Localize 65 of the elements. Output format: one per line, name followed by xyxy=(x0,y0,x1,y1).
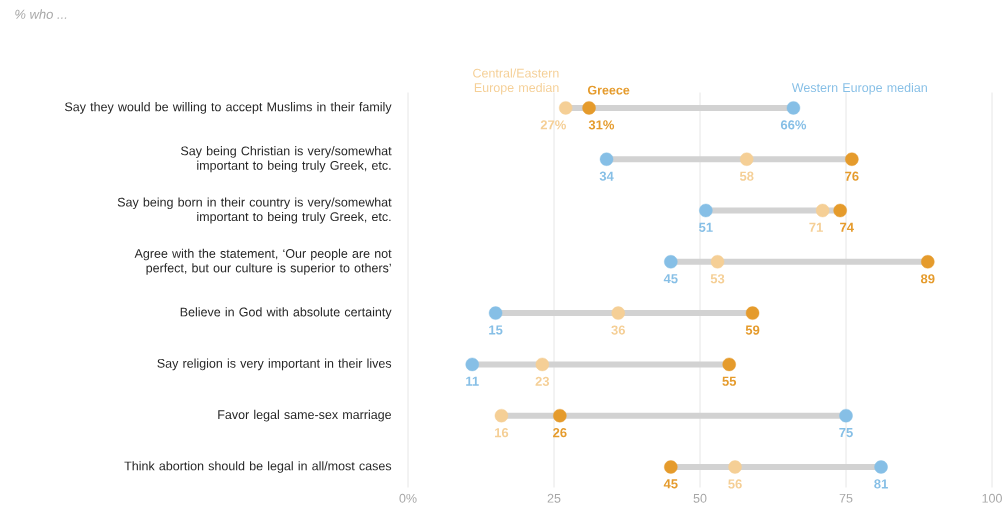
y-tick-label: Say being Christian is very/somewhat important to being truly Greek, etc. xyxy=(181,146,392,173)
series-label: Central/Eastern Europe median xyxy=(473,68,559,95)
data-label: 34 xyxy=(599,171,614,181)
point xyxy=(558,101,573,115)
point xyxy=(815,203,830,218)
data-label: 53 xyxy=(710,274,725,284)
data-label: 45 xyxy=(663,274,678,284)
data-label: 71 xyxy=(809,222,823,232)
point xyxy=(664,460,678,474)
point xyxy=(786,101,801,115)
point xyxy=(728,460,742,474)
point xyxy=(722,357,736,372)
data-label: 66% xyxy=(780,120,807,130)
point xyxy=(874,460,888,474)
x-tick-label: 100 xyxy=(982,493,1002,503)
point xyxy=(833,203,847,218)
y-tick-label: Favor legal same-sex marriage xyxy=(218,409,392,422)
x-tick-label: 75 xyxy=(839,493,853,503)
y-tick-label: Think abortion should be legal in all/most cases xyxy=(124,461,392,473)
data-label: 74 xyxy=(840,222,854,232)
point xyxy=(488,306,503,320)
data-label: 26 xyxy=(553,428,567,438)
point xyxy=(465,357,479,372)
y-tick-label: Say they would be willing to accept Muslims in their family xyxy=(64,102,392,114)
point xyxy=(845,152,859,166)
point xyxy=(582,101,596,115)
data-label: 23 xyxy=(535,376,550,386)
data-label: 51 xyxy=(699,222,713,232)
point xyxy=(699,203,713,218)
series-label: Greece xyxy=(587,85,630,95)
series-label: Western Europe median xyxy=(791,82,927,95)
data-label: 56 xyxy=(728,479,742,489)
data-label: 36 xyxy=(611,325,626,335)
y-tick-label: Agree with the statement, ‘Our people are not perfect, but our culture is superior to others’ xyxy=(134,248,392,275)
data-label: 89 xyxy=(920,274,935,284)
point xyxy=(710,255,725,269)
data-label: 27% xyxy=(540,120,566,130)
data-label: 45 xyxy=(663,479,678,489)
point xyxy=(494,408,509,423)
data-label: 55 xyxy=(722,376,737,386)
data-label: 11 xyxy=(466,376,479,386)
point xyxy=(839,408,853,423)
y-tick-label: Say being born in their country is very/somewhat important to being truly Greek, etc. xyxy=(117,197,392,224)
data-label: 58 xyxy=(739,171,754,181)
point xyxy=(599,152,614,166)
y-tick-label: Say religion is very important in their lives xyxy=(157,358,392,371)
data-label: 76 xyxy=(845,171,859,181)
x-tick-label: 0% xyxy=(399,493,417,503)
data-label: 16 xyxy=(495,428,509,438)
data-label: 81 xyxy=(874,479,888,489)
point xyxy=(921,255,935,269)
data-label: 31% xyxy=(588,120,615,130)
data-label: 75 xyxy=(839,428,853,438)
point xyxy=(745,306,760,320)
point xyxy=(664,255,678,269)
data-label: 59 xyxy=(745,325,760,335)
point xyxy=(553,408,567,423)
text: % who ... xyxy=(15,9,67,19)
data-label: 15 xyxy=(489,325,503,335)
x-tick-label: 25 xyxy=(547,493,561,503)
point xyxy=(611,306,625,320)
point xyxy=(740,152,754,166)
x-tick-label: 50 xyxy=(693,493,707,503)
point xyxy=(535,357,550,372)
y-tick-label: Believe in God with absolute certainty xyxy=(180,307,392,319)
